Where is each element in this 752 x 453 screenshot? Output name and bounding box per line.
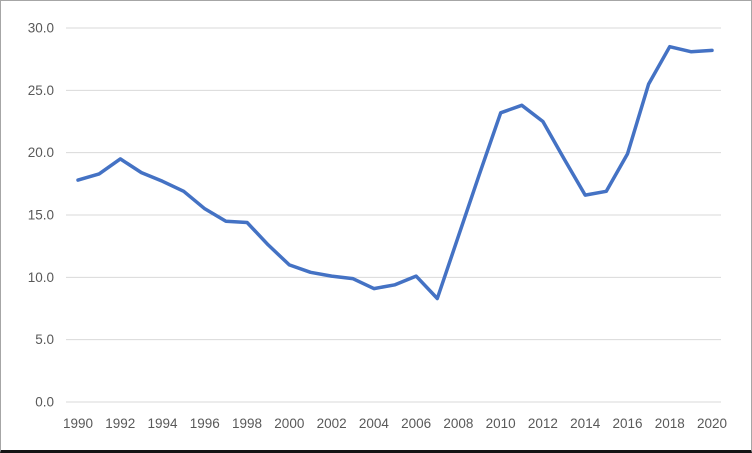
- x-axis-tick-label: 1994: [148, 416, 179, 431]
- x-axis-tick-label: 2012: [528, 416, 558, 431]
- y-axis-tick-label: 25.0: [28, 83, 54, 98]
- x-axis-tick-label: 2004: [359, 416, 390, 431]
- x-axis-tick-label: 2014: [570, 416, 601, 431]
- y-axis-tick-label: 30.0: [28, 21, 54, 36]
- data-series-line: [76, 44, 714, 301]
- x-axis-tick-label: 2008: [443, 416, 473, 431]
- x-axis-tick-label: 1992: [105, 416, 135, 431]
- x-axis-tick-label: 1996: [190, 416, 220, 431]
- y-axis-tick-label: 0.0: [35, 395, 54, 410]
- x-axis-tick-label: 2018: [655, 416, 685, 431]
- y-axis-tick-label: 10.0: [28, 270, 54, 285]
- x-axis-tick-label: 2020: [697, 416, 727, 431]
- y-axis-tick-label: 20.0: [28, 145, 54, 160]
- x-axis-tick-label: 2006: [401, 416, 431, 431]
- x-axis-tick-label: 1998: [232, 416, 262, 431]
- y-axis-tick-label: 15.0: [28, 208, 54, 223]
- x-axis-tick-label: 2000: [274, 416, 304, 431]
- y-axis-tick-label: 5.0: [35, 332, 54, 347]
- x-axis-tick-label: 2002: [317, 416, 347, 431]
- x-axis-tick-label: 2016: [612, 416, 642, 431]
- x-axis-tick-label: 1990: [63, 416, 93, 431]
- x-axis-tick-label: 2010: [486, 416, 516, 431]
